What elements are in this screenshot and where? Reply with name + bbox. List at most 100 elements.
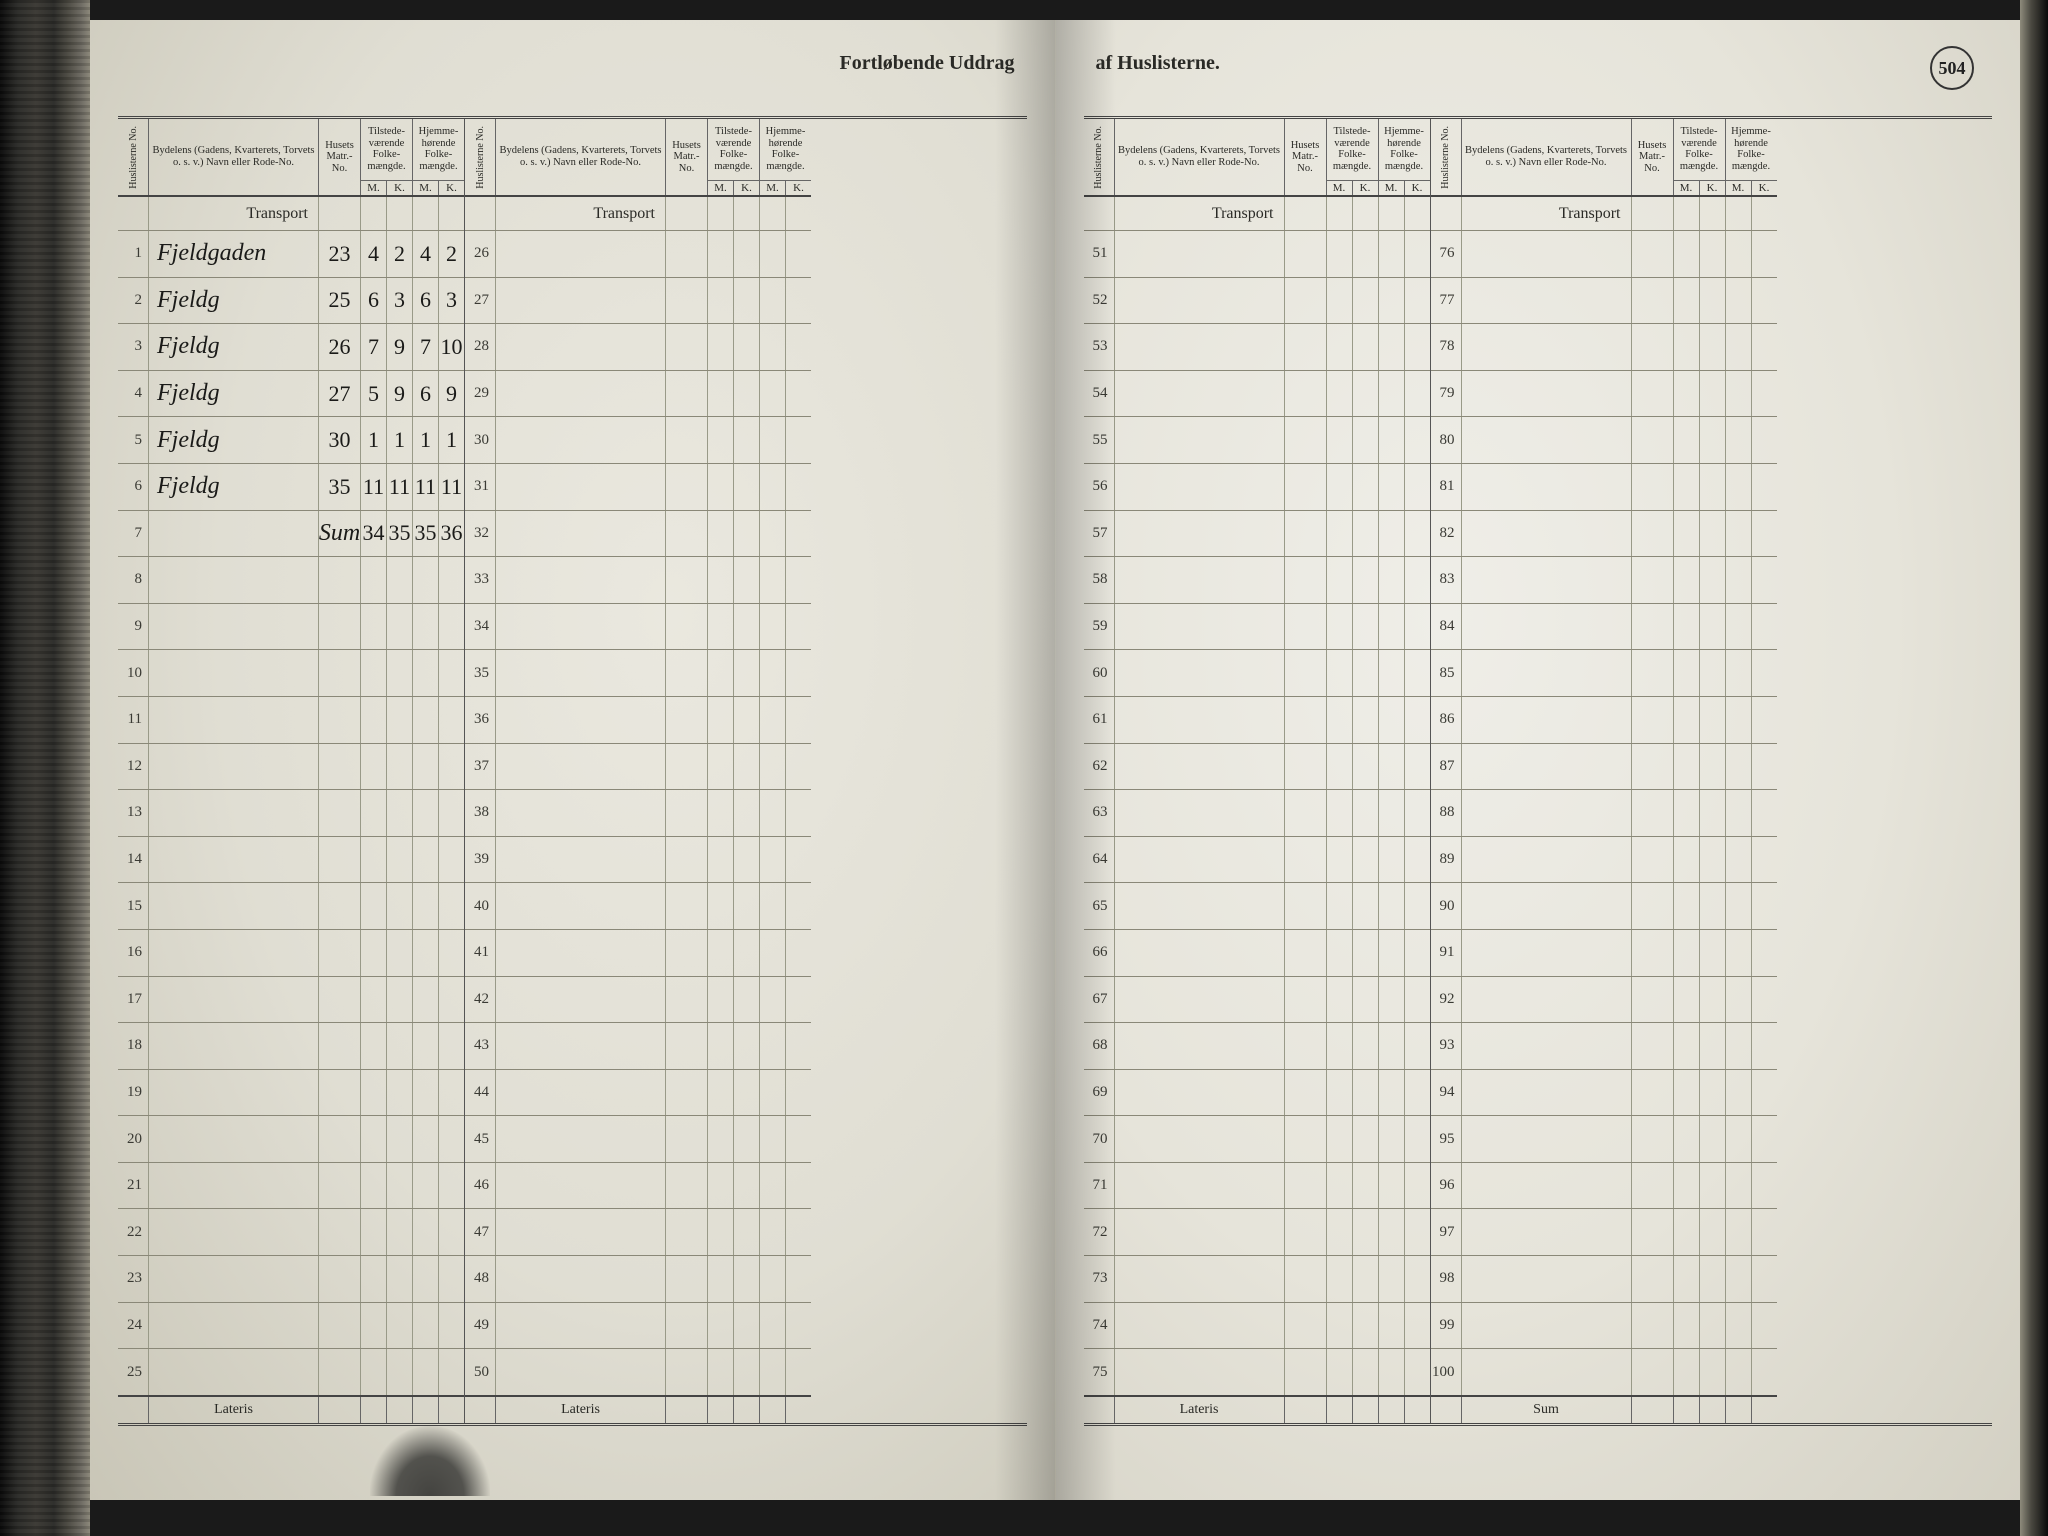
table-row: 22	[118, 1209, 464, 1256]
row-number: 76	[1431, 231, 1461, 277]
row-number: 75	[1084, 1349, 1114, 1395]
ledger-header: Huslisterne No. Bydelens (Gadens, Kvarte…	[465, 119, 811, 197]
cell-name	[1114, 604, 1284, 650]
cell-tk	[1352, 837, 1378, 883]
row-number: 98	[1431, 1256, 1461, 1302]
cell-tk	[1699, 511, 1725, 557]
cell-matr	[318, 650, 360, 696]
cell-tk	[1699, 930, 1725, 976]
table-row: 26	[465, 231, 811, 278]
cell-hk	[1751, 977, 1777, 1023]
cell-name	[495, 1116, 665, 1162]
cell-hm	[1725, 883, 1751, 929]
cell-matr	[1284, 697, 1326, 743]
cell-matr	[1284, 744, 1326, 790]
cell-hk	[1751, 371, 1777, 417]
cell-hm	[1725, 1209, 1751, 1255]
cell-tm	[1673, 1070, 1699, 1116]
cell-hk	[1751, 930, 1777, 976]
cell-hm	[1378, 930, 1404, 976]
transport-label: Transport	[1114, 197, 1284, 230]
cell-hk	[1751, 1023, 1777, 1069]
cell-hk	[1751, 604, 1777, 650]
cell-matr	[665, 1163, 707, 1209]
cell-tk	[1352, 1023, 1378, 1069]
row-number: 67	[1084, 977, 1114, 1023]
cell-hm	[1378, 231, 1404, 277]
cell-matr	[1631, 1256, 1673, 1302]
cell-matr: 23	[318, 231, 360, 277]
cell-tm	[1673, 371, 1699, 417]
cell-tm	[1326, 744, 1352, 790]
row-number: 36	[465, 697, 495, 743]
cell-name	[1114, 650, 1284, 696]
cell-hm: 11	[412, 464, 438, 510]
cell-name	[1461, 231, 1631, 277]
row-number: 53	[1084, 324, 1114, 370]
cell-hk	[1751, 1209, 1777, 1255]
cell-matr	[665, 977, 707, 1023]
cell-name	[495, 371, 665, 417]
table-row: 51	[1084, 231, 1430, 278]
cell-hk	[1404, 324, 1430, 370]
cell-tm	[1326, 1163, 1352, 1209]
cell-hm	[412, 1303, 438, 1349]
row-number: 80	[1431, 417, 1461, 463]
row-number: 95	[1431, 1116, 1461, 1162]
table-row: 87	[1431, 744, 1777, 791]
cell-name: Fjeldgaden	[148, 231, 318, 277]
table-row: 64	[1084, 837, 1430, 884]
cell-name: Fjeldg	[148, 464, 318, 510]
cell-name	[1114, 977, 1284, 1023]
row-number: 70	[1084, 1116, 1114, 1162]
cell-name	[1461, 464, 1631, 510]
cell-tm	[1673, 1116, 1699, 1162]
cell-hm	[759, 744, 785, 790]
cell-hm	[412, 697, 438, 743]
row-number: 66	[1084, 930, 1114, 976]
cell-hm	[1725, 324, 1751, 370]
table-row: 43	[465, 1023, 811, 1070]
row-number: 48	[465, 1256, 495, 1302]
cell-tm	[1326, 1209, 1352, 1255]
cell-matr	[318, 1116, 360, 1162]
cell-matr	[1631, 231, 1673, 277]
row-number: 42	[465, 977, 495, 1023]
table-row: 53	[1084, 324, 1430, 371]
cell-name	[1461, 1349, 1631, 1395]
table-row: 38	[465, 790, 811, 837]
cell-hk	[1404, 604, 1430, 650]
cell-hk	[1751, 557, 1777, 603]
cell-name	[1114, 1116, 1284, 1162]
row-number: 91	[1431, 930, 1461, 976]
ledger-body: Transport 1 Fjeldgaden 23 4 2 4 2 2 Fjel…	[118, 197, 464, 1395]
cell-tm	[1326, 511, 1352, 557]
cell-tk	[733, 790, 759, 836]
cell-name	[1461, 417, 1631, 463]
row-number: 85	[1431, 650, 1461, 696]
cell-hk	[1404, 464, 1430, 510]
cell-matr	[318, 744, 360, 790]
cell-name	[495, 231, 665, 277]
table-row: 99	[1431, 1303, 1777, 1350]
cell-hk	[1751, 650, 1777, 696]
table-row: 60	[1084, 650, 1430, 697]
cell-tk	[733, 464, 759, 510]
cell-tk	[386, 1256, 412, 1302]
row-number: 45	[465, 1116, 495, 1162]
cell-hm	[759, 1070, 785, 1116]
cell-hk	[785, 790, 811, 836]
cell-hm	[759, 697, 785, 743]
cell-hm	[759, 464, 785, 510]
cell-tk	[1699, 1209, 1725, 1255]
row-number: 6	[118, 464, 148, 510]
row-number: 32	[465, 511, 495, 557]
cell-tm	[707, 417, 733, 463]
cell-name	[495, 1349, 665, 1395]
header-bydelens: Bydelens (Gadens, Kvarterets, Torvets o.…	[1114, 119, 1284, 195]
cell-tk	[733, 417, 759, 463]
transport-row: Transport	[465, 197, 811, 231]
cell-name	[495, 1256, 665, 1302]
cell-matr	[665, 417, 707, 463]
cell-name	[495, 511, 665, 557]
